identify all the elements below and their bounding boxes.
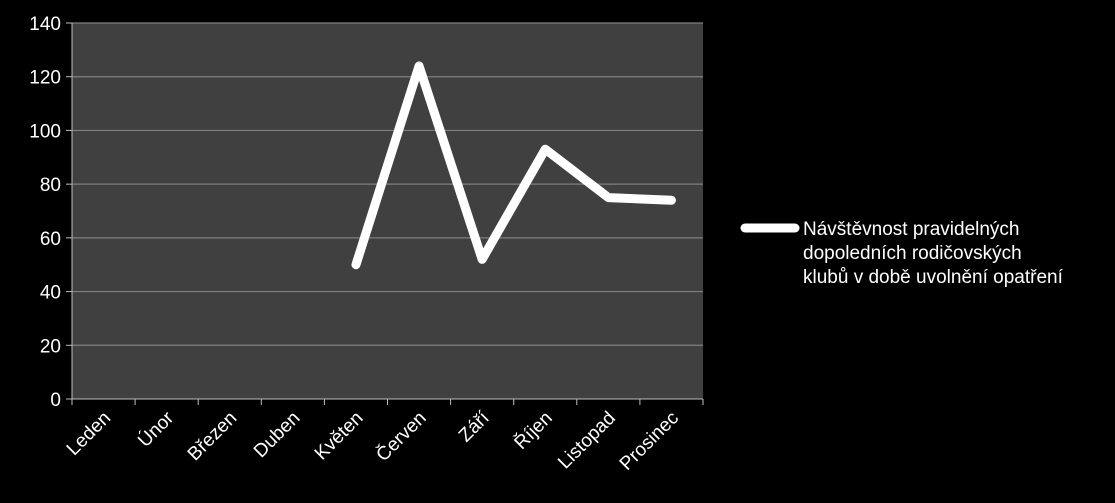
x-axis-tick-labels: Leden Únor Březen Duben Květen Červen Září Říje… (63, 407, 683, 475)
x-tick-label: Březen (184, 408, 241, 465)
x-tick-label: Červen (372, 407, 431, 466)
x-tick-label: Prosinec (616, 408, 683, 475)
plot-area (72, 23, 703, 399)
x-tick-label: Únor (134, 407, 179, 452)
gridlines (72, 22, 703, 346)
x-tick-label: Říjen (510, 407, 557, 454)
series-line (351, 61, 676, 270)
y-tick-label: 40 (40, 283, 61, 304)
x-tick-label: Duben (250, 408, 304, 462)
y-tick-label: 60 (40, 229, 61, 250)
y-tick-label: 140 (29, 14, 61, 35)
y-axis-tick-labels: 0 20 40 60 80 100 120 140 (29, 14, 61, 411)
y-tick-label: 80 (40, 175, 61, 196)
x-tick-label: Leden (63, 408, 115, 460)
x-tick-label: Listopad (554, 408, 620, 474)
legend-label: Návštěvnost pravidelných dopoledních rodi… (803, 219, 1064, 288)
axes (66, 22, 704, 405)
x-tick-label: Květen (311, 408, 368, 465)
y-tick-label: 120 (29, 68, 61, 89)
legend: Návštěvnost pravidelných dopoledních rodi… (740, 219, 1064, 288)
y-tick-label: 20 (40, 336, 61, 357)
y-tick-label: 0 (50, 390, 61, 411)
y-tick-label: 100 (29, 121, 61, 142)
x-tick-label: Září (455, 407, 494, 446)
series-lines (351, 61, 676, 270)
